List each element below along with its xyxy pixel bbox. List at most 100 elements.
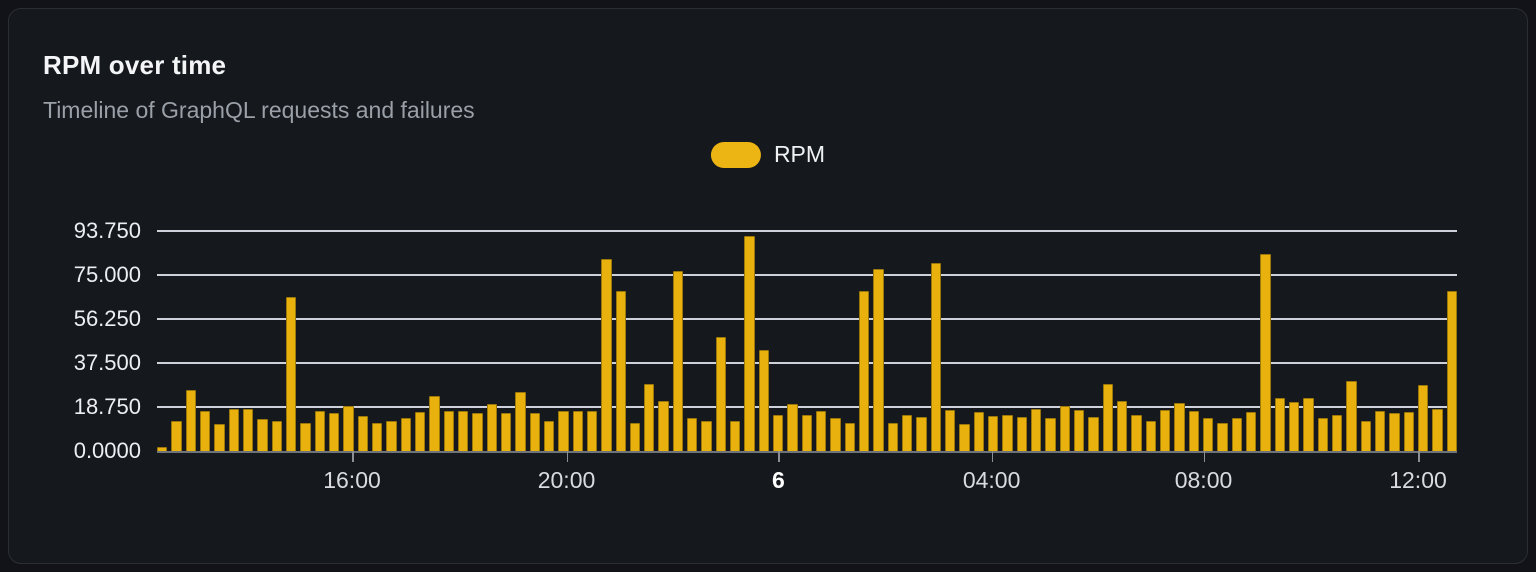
bar[interactable] [1016,416,1028,451]
bar[interactable] [615,291,626,451]
bar[interactable] [1131,414,1142,451]
bar[interactable] [787,404,798,451]
bar[interactable] [429,395,440,451]
bar[interactable] [343,406,354,451]
bar[interactable] [1088,416,1099,451]
bar[interactable] [1231,418,1242,451]
bar[interactable] [1346,380,1357,451]
bar[interactable] [1274,398,1285,451]
bar[interactable] [157,447,168,451]
bar[interactable] [199,411,211,451]
x-axis-tick [778,451,780,462]
bar[interactable] [816,411,827,451]
bar[interactable] [1417,385,1429,451]
bar[interactable] [715,337,727,451]
bar[interactable] [500,413,512,451]
x-axis-label: 08:00 [1174,467,1233,493]
bar[interactable] [1260,253,1271,451]
bar[interactable] [1374,411,1386,451]
legend[interactable]: RPM [710,141,826,168]
bar[interactable] [443,411,454,451]
bar[interactable] [988,415,999,451]
bar[interactable] [1288,401,1300,451]
bar[interactable] [457,411,469,451]
bar[interactable] [486,404,497,451]
bar[interactable] [1116,400,1128,451]
bar[interactable] [242,408,254,451]
bar[interactable] [572,411,583,451]
bar[interactable] [357,415,368,451]
bar[interactable] [801,414,813,451]
bar[interactable] [830,418,841,451]
bar[interactable] [214,424,225,451]
bar[interactable] [730,420,741,451]
bar[interactable] [773,414,784,451]
bar[interactable] [601,258,612,451]
bar[interactable] [300,422,311,451]
bar[interactable] [701,420,712,451]
bar[interactable] [529,413,540,451]
bar[interactable] [959,424,970,451]
bar[interactable] [672,271,684,451]
bar[interactable] [744,236,755,451]
bar[interactable] [1446,291,1457,451]
bar[interactable] [543,420,555,451]
bar[interactable] [658,400,669,451]
bar[interactable] [1403,412,1414,451]
bar[interactable] [1045,418,1056,451]
bar[interactable] [586,411,598,451]
bar[interactable] [171,420,182,451]
bar[interactable] [400,418,411,451]
gridline [157,362,1457,364]
plot-area: 16:00 20:00 6 04:00 08:00 12:00 [157,230,1457,493]
bar[interactable] [1002,414,1013,451]
bar[interactable] [1389,413,1400,451]
bar[interactable] [887,422,899,451]
gridline [157,230,1457,232]
bar[interactable] [859,291,870,451]
bar[interactable] [1188,411,1199,451]
bar[interactable] [916,416,927,451]
bar[interactable] [1360,420,1371,451]
bar[interactable] [271,420,282,451]
bar[interactable] [285,297,297,451]
bar[interactable] [1031,408,1042,451]
bar[interactable] [973,412,985,451]
bar[interactable] [386,420,397,451]
bar[interactable] [844,422,856,451]
bar[interactable] [1074,409,1085,451]
bar[interactable] [515,392,526,451]
bar[interactable] [1303,398,1314,451]
bar[interactable] [873,269,884,451]
bar[interactable] [1317,418,1328,451]
bar[interactable] [228,408,239,451]
bar[interactable] [257,419,268,451]
bar[interactable] [558,411,569,451]
legend-label: RPM [773,141,826,167]
bar[interactable] [414,412,426,451]
bar[interactable] [629,422,641,451]
chart-card: RPM over time Timeline of GraphQL reques… [8,8,1528,564]
x-axis-tick [352,451,354,462]
bar[interactable] [902,414,913,451]
bar[interactable] [1432,408,1443,451]
bar[interactable] [930,263,942,451]
bar[interactable] [644,384,655,451]
bar[interactable] [1202,418,1214,451]
bar[interactable] [185,390,196,451]
bar[interactable] [1102,384,1113,451]
bar[interactable] [1174,402,1185,451]
bar[interactable] [758,350,770,451]
bar[interactable] [945,409,956,451]
bar[interactable] [314,411,325,451]
bar[interactable] [371,422,383,451]
bar[interactable] [1217,422,1228,451]
bar[interactable] [472,413,483,451]
bar[interactable] [1159,409,1171,451]
bar[interactable] [1245,412,1257,451]
bar[interactable] [328,413,340,451]
bar[interactable] [1331,414,1343,451]
bar[interactable] [687,418,698,451]
bar[interactable] [1059,406,1070,451]
bar[interactable] [1145,420,1156,451]
